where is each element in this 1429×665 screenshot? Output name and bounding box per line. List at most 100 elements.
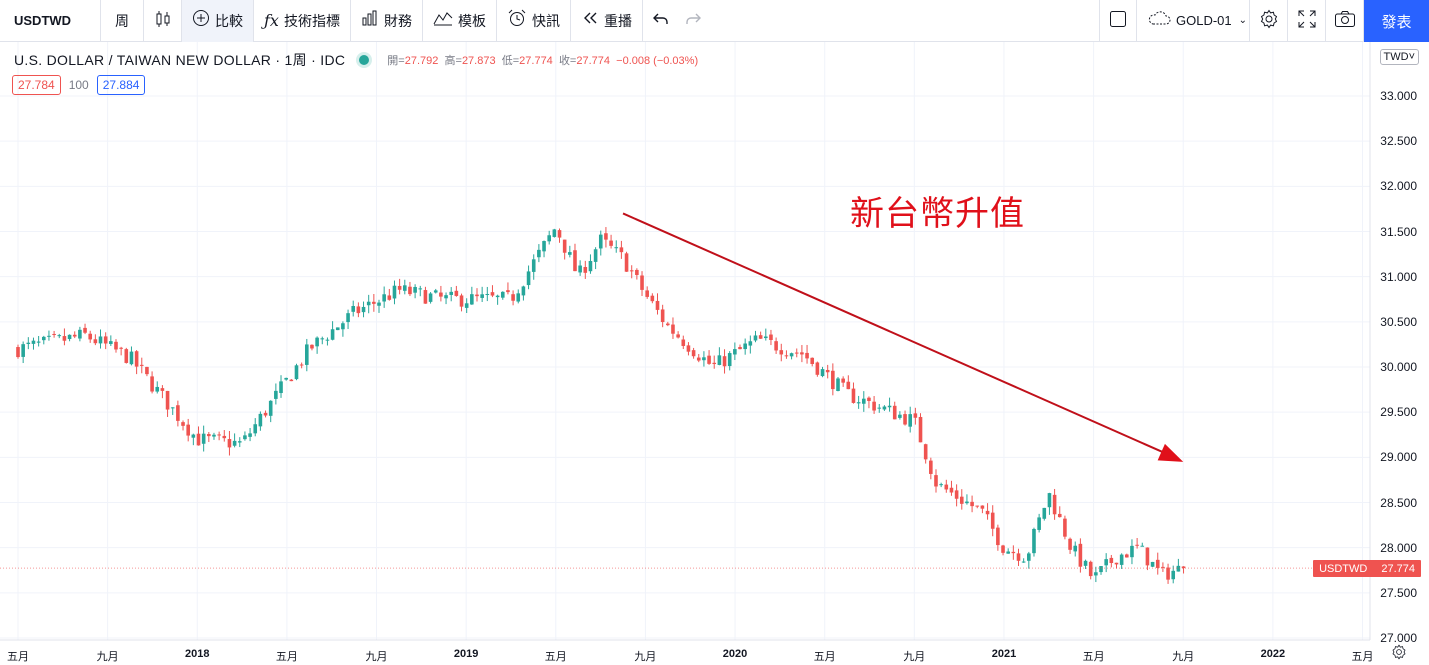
- candle-body: [207, 434, 211, 437]
- replay-button[interactable]: 重播: [571, 0, 643, 42]
- candle-body: [268, 400, 273, 416]
- redo-icon[interactable]: [685, 12, 701, 29]
- chart-grid: [0, 42, 1370, 640]
- candle-body: [263, 412, 268, 416]
- candle-body: [237, 441, 242, 443]
- candle-body: [1088, 561, 1093, 577]
- last-price-label: USDTWD 27.774: [1313, 560, 1421, 577]
- snapshot-button[interactable]: [1326, 0, 1364, 42]
- candle-body: [954, 490, 959, 499]
- candle-body: [547, 235, 551, 242]
- price-tick-label: 32.500: [1380, 134, 1417, 149]
- settings-button[interactable]: [1250, 0, 1288, 42]
- candle-body: [1052, 494, 1057, 515]
- time-tick-year-label: 2019: [453, 648, 479, 660]
- candle-body: [330, 329, 335, 340]
- candle-body: [831, 370, 835, 390]
- candle-body: [459, 295, 464, 307]
- price-tick-label: 28.500: [1380, 495, 1417, 510]
- candle-body: [846, 381, 851, 390]
- candle-body: [41, 336, 46, 341]
- candle-body: [1140, 545, 1145, 547]
- time-tick-month-label: 九月: [365, 651, 388, 663]
- financials-button[interactable]: 財務: [351, 0, 423, 42]
- candle-body: [800, 352, 804, 355]
- candle-body: [114, 341, 118, 350]
- price-tick-label: 33.000: [1380, 89, 1417, 103]
- time-tick-month-label: 五月: [275, 651, 298, 663]
- candle-body: [454, 290, 459, 296]
- candle-body: [980, 505, 985, 509]
- ask-price[interactable]: 27.884: [96, 75, 146, 95]
- last-price-symbol: USDTWD: [1319, 562, 1368, 575]
- candle-body: [351, 306, 356, 312]
- compare-button[interactable]: 比較: [182, 0, 254, 42]
- candle-body: [939, 484, 943, 486]
- candle-body: [516, 293, 521, 302]
- alerts-button[interactable]: 快訊: [497, 0, 571, 42]
- price-tick-label: 29.500: [1380, 405, 1417, 420]
- candle-body: [299, 364, 304, 366]
- candle-body: [511, 294, 515, 301]
- candle-body: [702, 357, 706, 361]
- chart-type-button[interactable]: [144, 0, 182, 42]
- templates-button[interactable]: 模板: [423, 0, 497, 42]
- close-label: 收=: [558, 55, 577, 67]
- candle-body: [155, 386, 160, 392]
- ohlc-values: 開=27.792 高=27.873 低=27.774 收=27.774 −0.0…: [387, 52, 698, 68]
- candle-body: [825, 369, 830, 373]
- candles-icon: [154, 10, 172, 31]
- candle-body: [475, 294, 479, 297]
- candle-body: [975, 505, 980, 507]
- candle-body: [52, 333, 56, 335]
- candle-body: [753, 335, 758, 341]
- compare-label: 比較: [215, 12, 243, 29]
- annotation-text[interactable]: 新台幣升值: [850, 195, 1025, 233]
- currency-button[interactable]: TWD˅: [1379, 49, 1419, 65]
- candle-body: [1155, 559, 1160, 568]
- candle-body: [1016, 553, 1021, 561]
- candle-body: [196, 433, 201, 446]
- market-status-dot[interactable]: [359, 55, 370, 65]
- price-tick-label: 27.000: [1380, 631, 1417, 645]
- candle-body: [139, 364, 144, 366]
- candle-body: [784, 355, 789, 357]
- candle-body: [882, 406, 887, 410]
- undo-icon[interactable]: [652, 12, 669, 29]
- candle-body: [949, 487, 954, 493]
- candle-body: [769, 334, 773, 341]
- candle-body: [1001, 545, 1005, 553]
- price-chart[interactable]: [0, 42, 1429, 662]
- candle-body: [356, 306, 361, 314]
- candle-body: [382, 294, 386, 302]
- symbol-search-button[interactable]: USDTWD: [0, 0, 101, 42]
- publish-button[interactable]: 發表: [1364, 0, 1429, 42]
- time-tick-month-label: 九月: [903, 651, 926, 663]
- indicators-button[interactable]: ƒx 技術指標: [254, 0, 351, 42]
- candle-body: [635, 269, 639, 275]
- fullscreen-button[interactable]: [1288, 0, 1326, 42]
- bid-price[interactable]: 27.784: [12, 75, 61, 95]
- candle-body: [93, 339, 98, 344]
- interval-button[interactable]: 周: [101, 0, 144, 42]
- candle-body: [856, 402, 861, 404]
- layout-select-button[interactable]: [1099, 0, 1137, 42]
- candle-body: [201, 433, 206, 444]
- series-title[interactable]: U.S. DOLLAR / TAIWAN NEW DOLLAR · 1周 · I…: [14, 52, 346, 68]
- currency-label: TWD: [1383, 51, 1409, 63]
- candle-body: [253, 424, 258, 434]
- candle-body: [660, 309, 665, 323]
- layout-name-button[interactable]: GOLD-01 ⌄: [1137, 0, 1250, 42]
- candle-body: [1011, 551, 1016, 554]
- timezone-settings-button[interactable]: [1391, 644, 1407, 665]
- candle-body: [186, 424, 190, 436]
- candle-body: [232, 440, 237, 446]
- candle-body: [320, 338, 325, 340]
- candle-body: [485, 293, 490, 295]
- candle-body: [1063, 518, 1067, 537]
- candle-body: [562, 239, 567, 253]
- candle-body: [227, 439, 232, 448]
- candle-body: [274, 390, 278, 399]
- candle-body: [521, 286, 526, 296]
- cloud-icon: [1147, 10, 1171, 31]
